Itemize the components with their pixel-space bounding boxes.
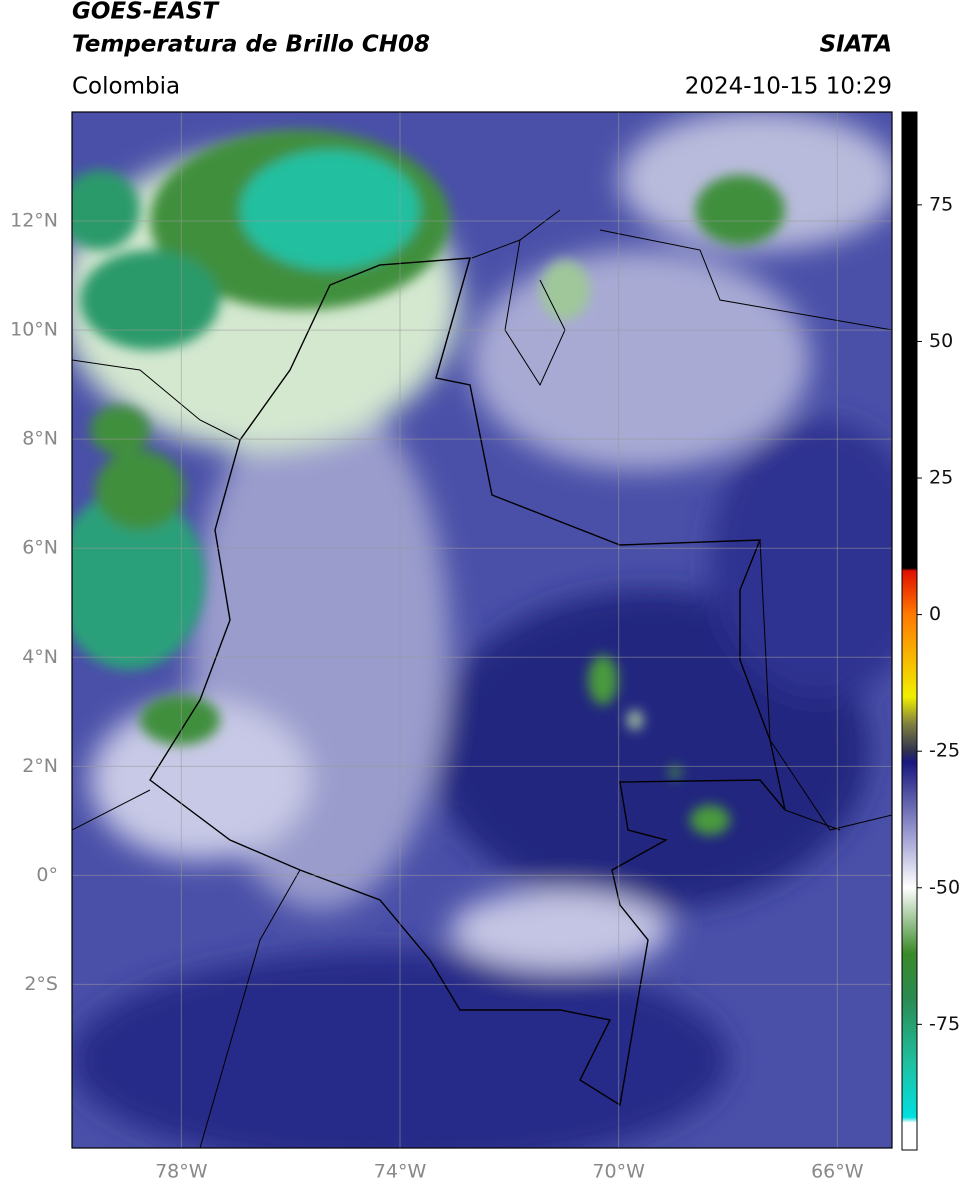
- x-tick-label: 78°W: [155, 1161, 208, 1183]
- imagery: [72, 112, 892, 1148]
- y-tick-label: 8°N: [22, 428, 58, 450]
- subtitle: Temperatura de Brillo CH08: [72, 32, 430, 58]
- colorbar-tick-label: 50: [929, 330, 953, 352]
- colorbar-tick-label: 75: [929, 193, 953, 215]
- source: SIATA: [820, 32, 892, 58]
- colorbar-tick-label: 25: [929, 467, 953, 489]
- colorbar-tick-label: -50: [929, 876, 960, 898]
- title: GOES-EAST: [72, 0, 220, 25]
- x-tick-label: 70°W: [592, 1161, 645, 1183]
- colorbar-tick-label: 0: [929, 603, 941, 625]
- y-tick-label: 4°N: [22, 646, 58, 668]
- y-tick-label: 10°N: [10, 319, 58, 341]
- y-tick-label: 6°N: [22, 537, 58, 559]
- map-frame: [71, 111, 893, 1149]
- x-tick-label: 66°W: [811, 1161, 864, 1183]
- colorbar: [901, 111, 918, 1151]
- graticule: [72, 112, 892, 1148]
- y-tick-label: 2°S: [24, 973, 58, 995]
- x-tick-label: 74°W: [374, 1161, 427, 1183]
- region: Colombia: [72, 74, 180, 100]
- colorbar-tick-label: -25: [929, 740, 960, 762]
- y-tick-label: 2°N: [22, 755, 58, 777]
- y-tick-label: 12°N: [10, 210, 58, 232]
- datetime: 2024-10-15 10:29: [685, 74, 892, 100]
- colorbar-tick-label: -75: [929, 1013, 960, 1035]
- y-tick-label: 0°: [36, 864, 58, 886]
